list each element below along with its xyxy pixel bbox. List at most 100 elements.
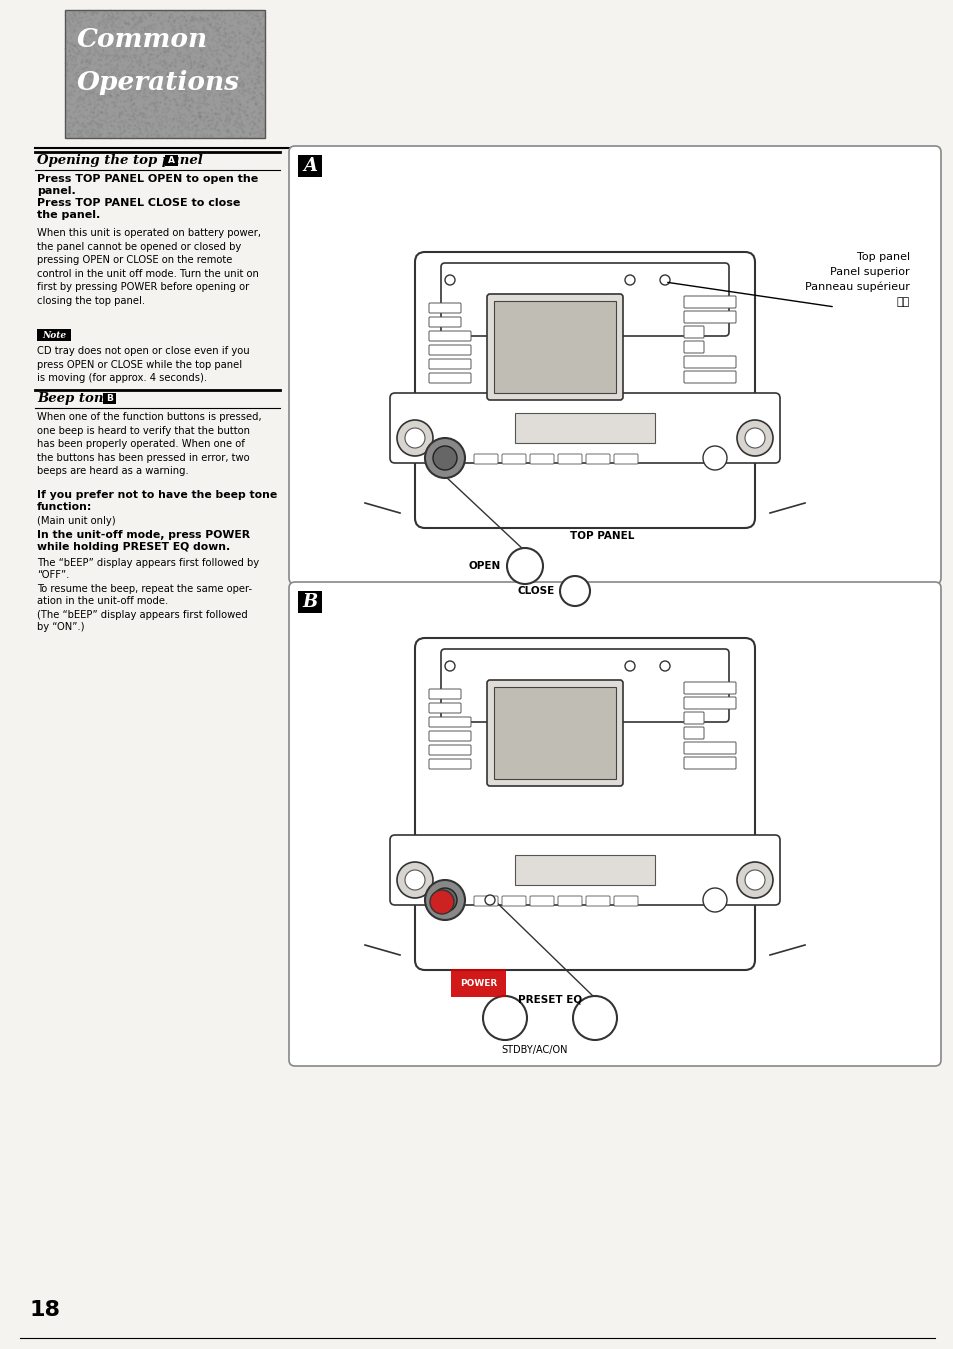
Circle shape bbox=[702, 447, 726, 469]
FancyBboxPatch shape bbox=[165, 155, 178, 166]
Text: Top panel
Panel superior
Panneau supérieur
頂板: Top panel Panel superior Panneau supérie… bbox=[804, 252, 909, 308]
FancyBboxPatch shape bbox=[614, 896, 638, 907]
Circle shape bbox=[444, 661, 455, 670]
Circle shape bbox=[744, 870, 764, 890]
FancyBboxPatch shape bbox=[486, 680, 622, 786]
Text: Beep tone: Beep tone bbox=[37, 393, 116, 405]
Text: Press TOP PANEL CLOSE to close: Press TOP PANEL CLOSE to close bbox=[37, 198, 240, 208]
Circle shape bbox=[624, 275, 635, 285]
FancyBboxPatch shape bbox=[683, 683, 735, 693]
FancyBboxPatch shape bbox=[429, 759, 471, 769]
Text: CD tray does not open or close even if you
press OPEN or CLOSE while the top pan: CD tray does not open or close even if y… bbox=[37, 345, 250, 383]
FancyBboxPatch shape bbox=[558, 455, 581, 464]
FancyBboxPatch shape bbox=[494, 687, 616, 778]
Circle shape bbox=[482, 996, 526, 1040]
FancyBboxPatch shape bbox=[390, 393, 780, 463]
FancyBboxPatch shape bbox=[494, 301, 616, 393]
Text: (The “bEEP” display appears first followed: (The “bEEP” display appears first follow… bbox=[37, 610, 248, 621]
Text: To resume the beep, repeat the same oper-: To resume the beep, repeat the same oper… bbox=[37, 584, 252, 594]
FancyBboxPatch shape bbox=[415, 638, 754, 970]
FancyBboxPatch shape bbox=[390, 835, 780, 905]
Text: STDBY/AC/ON: STDBY/AC/ON bbox=[501, 1045, 568, 1055]
FancyBboxPatch shape bbox=[501, 896, 525, 907]
Text: The “bEEP” display appears first followed by: The “bEEP” display appears first followe… bbox=[37, 558, 259, 568]
FancyBboxPatch shape bbox=[683, 356, 735, 368]
Text: A: A bbox=[303, 156, 316, 175]
FancyBboxPatch shape bbox=[429, 703, 460, 714]
FancyBboxPatch shape bbox=[515, 855, 655, 885]
Circle shape bbox=[559, 576, 589, 606]
Circle shape bbox=[405, 870, 424, 890]
Circle shape bbox=[484, 894, 495, 905]
FancyBboxPatch shape bbox=[585, 455, 609, 464]
FancyBboxPatch shape bbox=[429, 331, 471, 341]
FancyBboxPatch shape bbox=[429, 374, 471, 383]
FancyBboxPatch shape bbox=[530, 896, 554, 907]
Circle shape bbox=[424, 438, 464, 478]
Text: ation in the unit-off mode.: ation in the unit-off mode. bbox=[37, 596, 168, 606]
FancyBboxPatch shape bbox=[683, 326, 703, 339]
Circle shape bbox=[433, 888, 456, 912]
Circle shape bbox=[396, 420, 433, 456]
Text: PRESET EQ: PRESET EQ bbox=[517, 996, 581, 1005]
FancyBboxPatch shape bbox=[429, 745, 471, 755]
Text: If you prefer not to have the beep tone: If you prefer not to have the beep tone bbox=[37, 490, 277, 500]
Text: TOP PANEL: TOP PANEL bbox=[569, 532, 634, 541]
Circle shape bbox=[702, 888, 726, 912]
FancyBboxPatch shape bbox=[474, 896, 497, 907]
Circle shape bbox=[396, 862, 433, 898]
FancyBboxPatch shape bbox=[683, 371, 735, 383]
FancyBboxPatch shape bbox=[683, 295, 735, 308]
Circle shape bbox=[659, 275, 669, 285]
FancyBboxPatch shape bbox=[683, 312, 735, 322]
FancyBboxPatch shape bbox=[429, 689, 460, 699]
FancyBboxPatch shape bbox=[37, 329, 71, 341]
FancyBboxPatch shape bbox=[297, 155, 322, 177]
FancyBboxPatch shape bbox=[558, 896, 581, 907]
Circle shape bbox=[405, 428, 424, 448]
Text: In the unit-off mode, press POWER: In the unit-off mode, press POWER bbox=[37, 530, 250, 540]
Circle shape bbox=[737, 862, 772, 898]
Text: panel.: panel. bbox=[37, 186, 75, 196]
Circle shape bbox=[433, 447, 456, 469]
Text: When one of the function buttons is pressed,
one beep is heard to verify that th: When one of the function buttons is pres… bbox=[37, 411, 261, 476]
FancyBboxPatch shape bbox=[683, 742, 735, 754]
FancyBboxPatch shape bbox=[429, 718, 471, 727]
Text: POWER: POWER bbox=[459, 978, 497, 987]
FancyBboxPatch shape bbox=[429, 731, 471, 741]
Text: Press TOP PANEL OPEN to open the: Press TOP PANEL OPEN to open the bbox=[37, 174, 258, 183]
FancyBboxPatch shape bbox=[683, 757, 735, 769]
Circle shape bbox=[506, 548, 542, 584]
FancyBboxPatch shape bbox=[515, 413, 655, 442]
FancyBboxPatch shape bbox=[683, 712, 703, 724]
Text: B: B bbox=[106, 394, 112, 403]
FancyBboxPatch shape bbox=[415, 252, 754, 527]
Circle shape bbox=[624, 661, 635, 670]
FancyBboxPatch shape bbox=[501, 455, 525, 464]
Circle shape bbox=[573, 996, 617, 1040]
Text: by “ON”.): by “ON”.) bbox=[37, 622, 85, 631]
Text: while holding PRESET EQ down.: while holding PRESET EQ down. bbox=[37, 542, 230, 552]
Text: When this unit is operated on battery power,
the panel cannot be opened or close: When this unit is operated on battery po… bbox=[37, 228, 261, 306]
Text: the panel.: the panel. bbox=[37, 210, 100, 220]
Circle shape bbox=[424, 880, 464, 920]
Text: A: A bbox=[168, 156, 174, 165]
FancyBboxPatch shape bbox=[440, 263, 728, 336]
FancyBboxPatch shape bbox=[683, 697, 735, 710]
FancyBboxPatch shape bbox=[429, 345, 471, 355]
Text: function:: function: bbox=[37, 502, 92, 513]
Text: CLOSE: CLOSE bbox=[517, 585, 555, 596]
FancyBboxPatch shape bbox=[297, 591, 322, 612]
FancyBboxPatch shape bbox=[103, 393, 116, 403]
Circle shape bbox=[659, 661, 669, 670]
FancyBboxPatch shape bbox=[429, 359, 471, 370]
Text: POWER: POWER bbox=[459, 978, 497, 987]
Text: 18: 18 bbox=[30, 1300, 61, 1321]
Circle shape bbox=[744, 428, 764, 448]
Text: Common: Common bbox=[77, 27, 208, 53]
FancyBboxPatch shape bbox=[683, 341, 703, 353]
Text: Operations: Operations bbox=[77, 70, 240, 94]
FancyBboxPatch shape bbox=[65, 9, 265, 138]
FancyBboxPatch shape bbox=[683, 727, 703, 739]
FancyBboxPatch shape bbox=[585, 896, 609, 907]
